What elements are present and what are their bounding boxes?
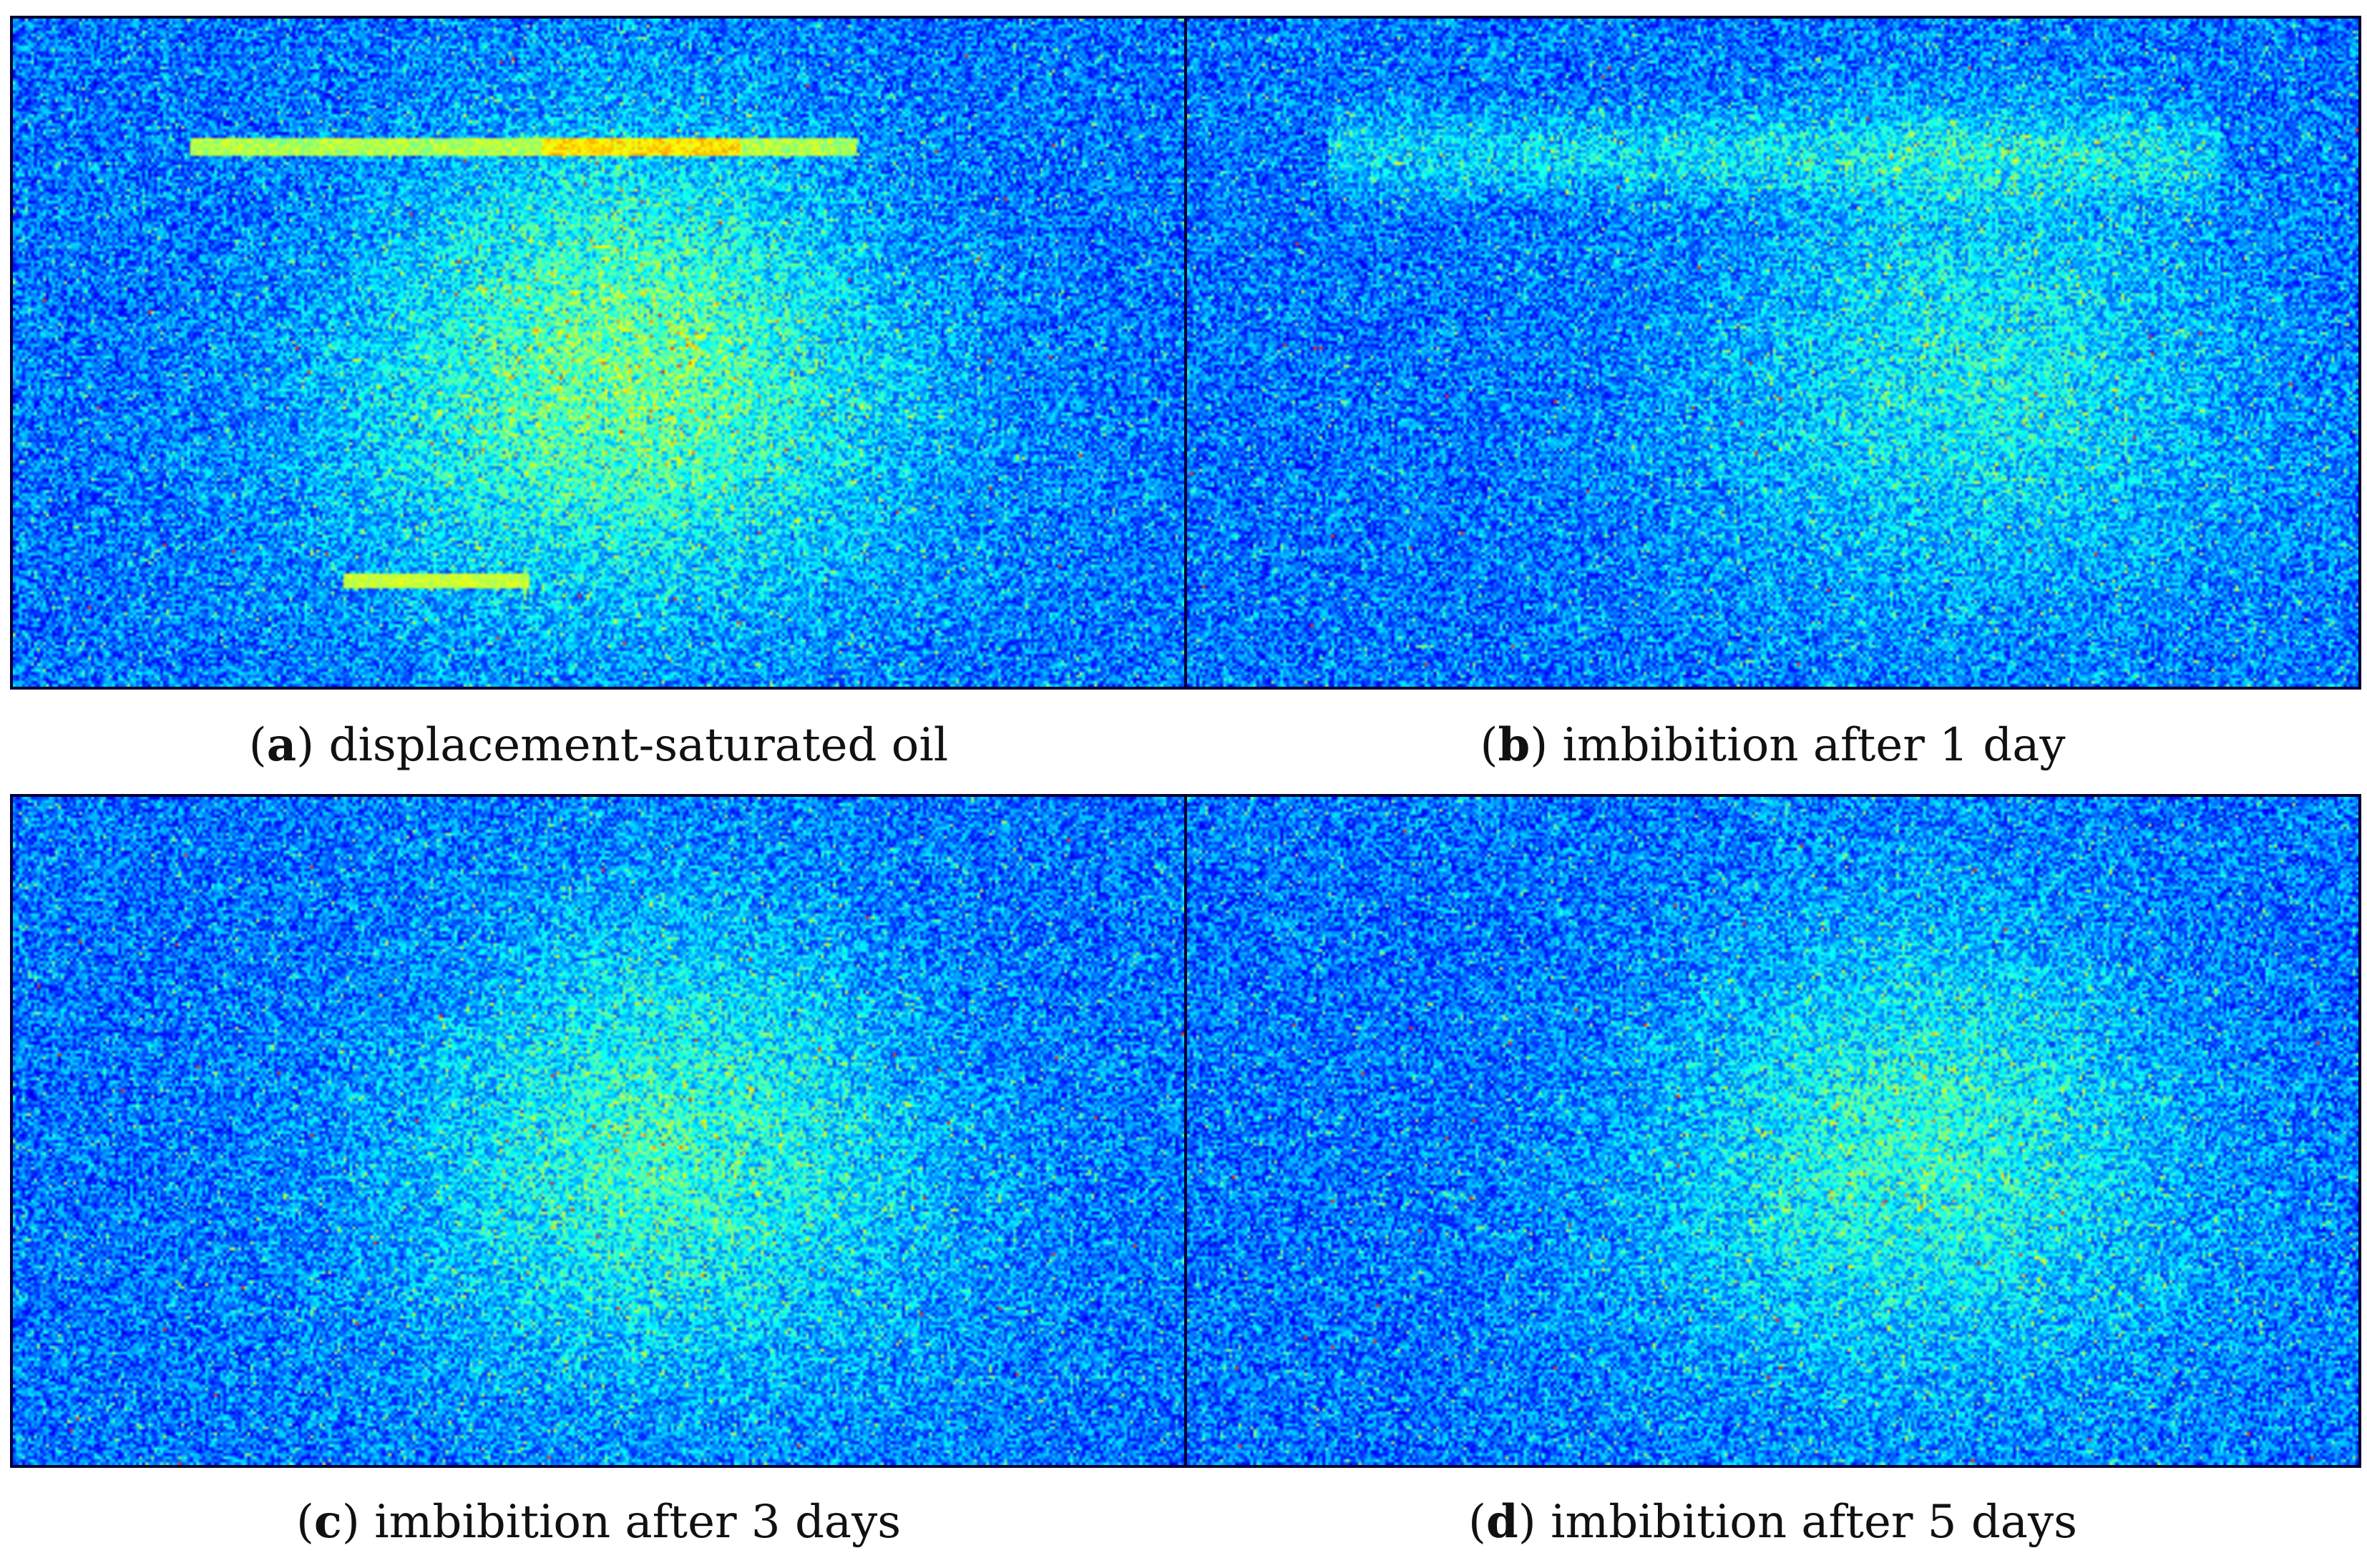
panel-c-letter: c [313, 1495, 342, 1549]
panel-c-caption: (c) imbibition after 3 days [296, 1495, 902, 1549]
panel-b-caption-text: imbibition after 1 day [1562, 719, 2066, 772]
panel-a-image [10, 16, 1187, 690]
panel-a-caption: (a) displacement-saturated oil [248, 718, 949, 772]
panel-b-letter: b [1498, 718, 1531, 772]
panel-b-image [1184, 16, 2361, 690]
panel-d-caption-text: imbibition after 5 days [1551, 1496, 2077, 1549]
panel-c-caption-text: imbibition after 3 days [374, 1496, 902, 1549]
panel-d-image [1184, 794, 2361, 1468]
panel-d-heatmap [1187, 797, 2358, 1465]
panel-c-image [10, 794, 1187, 1468]
panel-b-caption: (b) imbibition after 1 day [1480, 718, 2066, 772]
panel-b-heatmap [1187, 19, 2358, 687]
panel-a-heatmap [13, 19, 1184, 687]
panel-a-caption-text: displacement-saturated oil [328, 719, 949, 772]
panel-c-heatmap [13, 797, 1184, 1465]
panel-a-letter: a [266, 718, 297, 772]
panel-d-letter: d [1486, 1495, 1518, 1549]
panel-d-caption: (d) imbibition after 5 days [1468, 1495, 2077, 1549]
